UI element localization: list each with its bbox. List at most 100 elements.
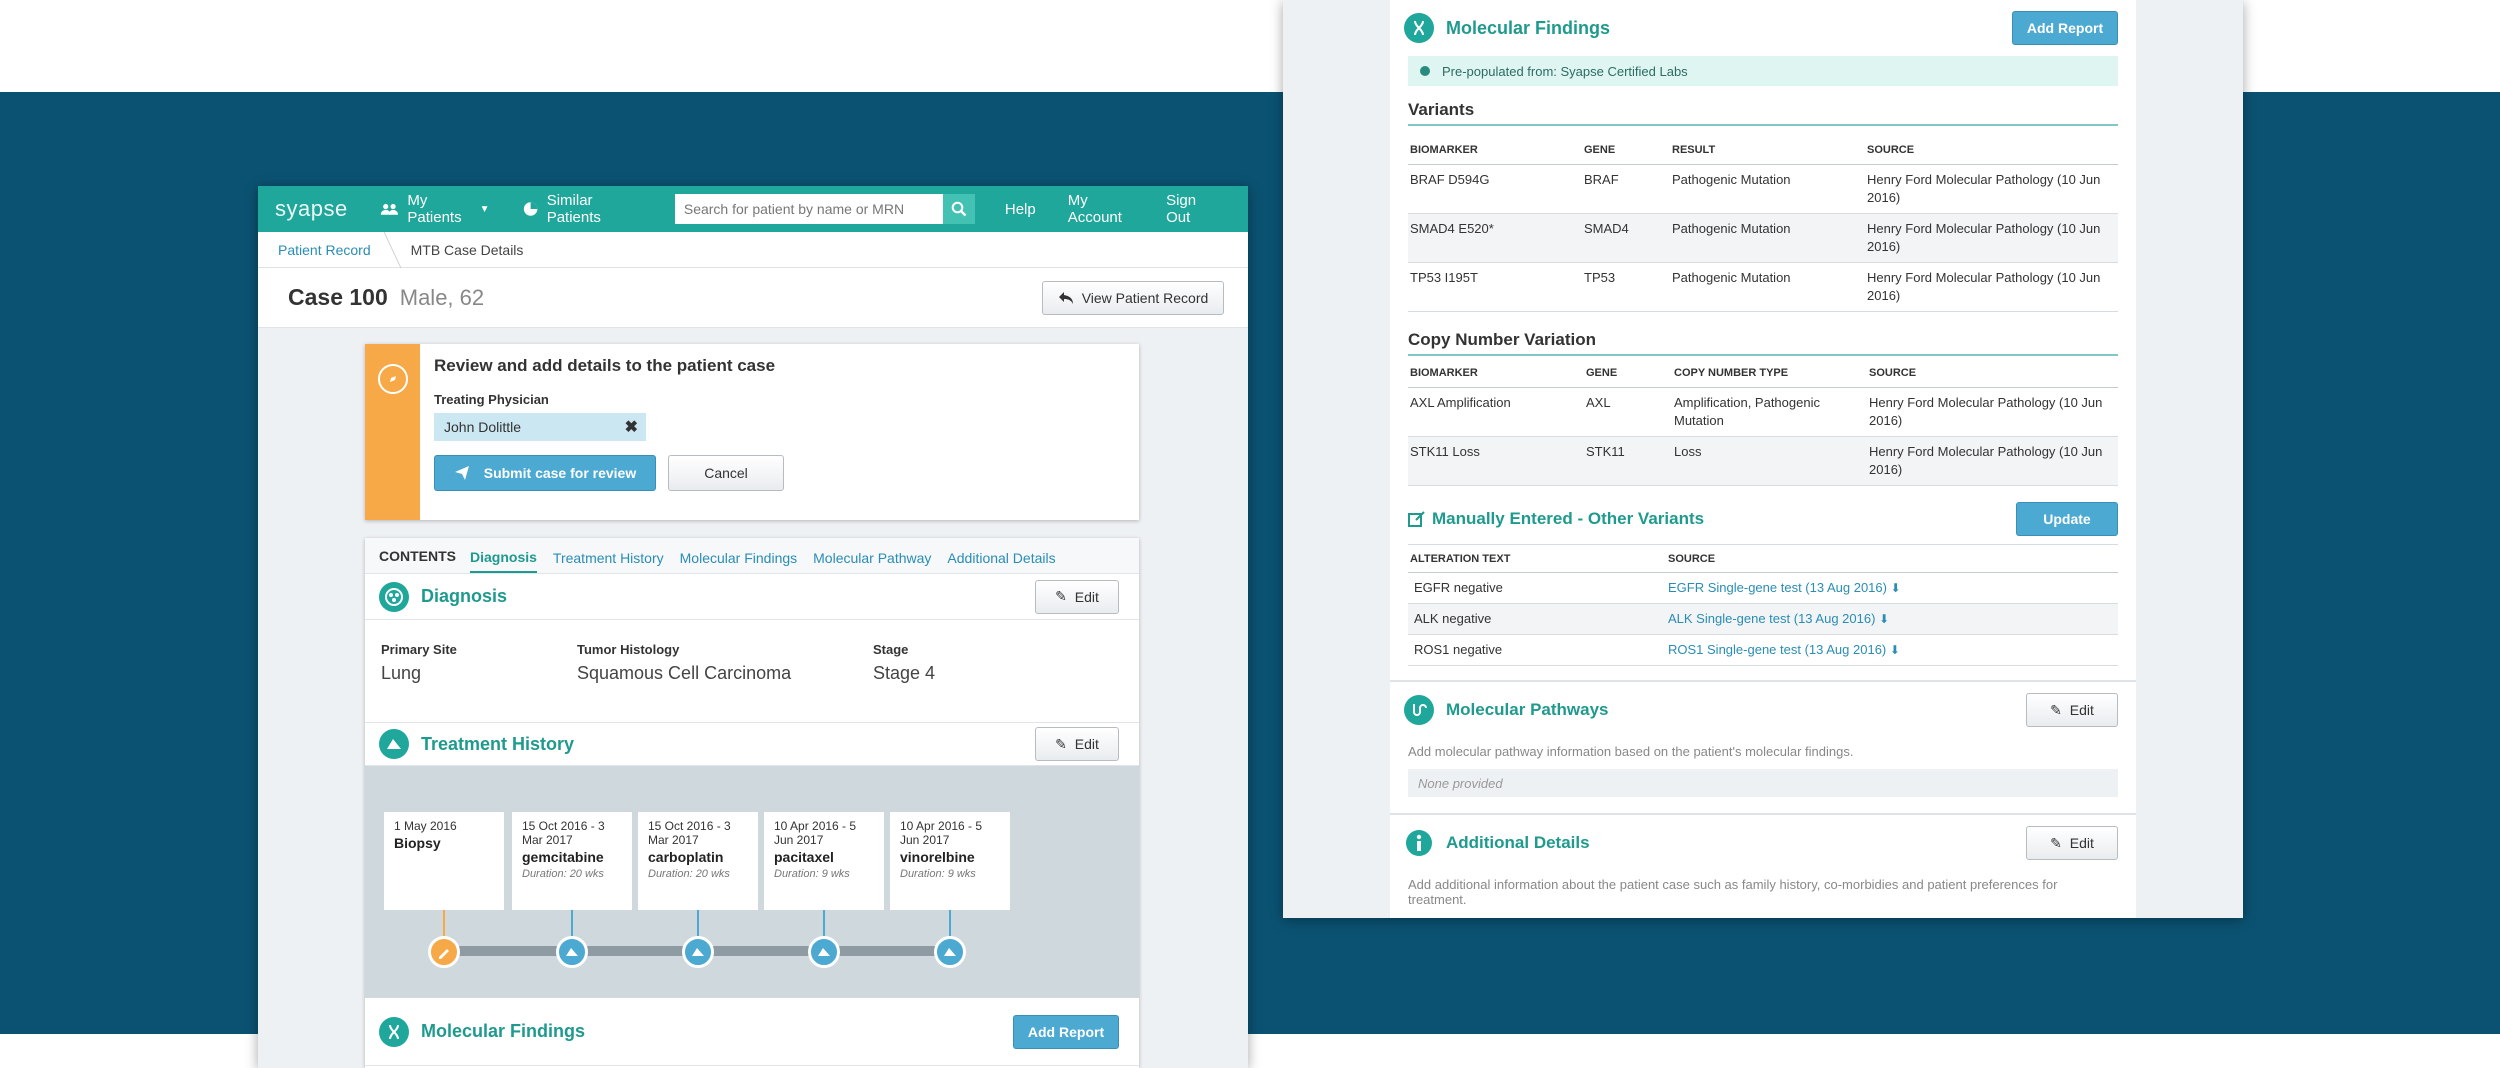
pathways-header: Molecular Pathways ✎ Edit [1390,682,2136,738]
table-row: AXL Amplification AXL Amplification, Pat… [1408,387,2118,437]
table-cell: SMAD4 E520* [1408,213,1582,263]
drug-node-icon[interactable] [934,936,966,968]
source-cell: ROS1 Single-gene test (13 Aug 2016) ⬇ [1666,634,2118,666]
source-link[interactable]: ALK Single-gene test (13 Aug 2016) [1668,611,1876,626]
biopsy-node-icon[interactable] [428,936,460,968]
timeline-card[interactable]: 15 Oct 2016 - 3 Mar 2017 gemcitabine Dur… [512,812,632,910]
review-stripe [365,344,420,520]
timeline-card[interactable]: 10 Apr 2016 - 5 Jun 2017 pacitaxel Durat… [764,812,884,910]
table-cell: TP53 [1582,262,1670,312]
tumor-histology: Tumor Histology Squamous Cell Carcinoma [577,642,873,722]
view-patient-record-button[interactable]: View Patient Record [1042,280,1224,315]
drug-node-icon[interactable] [808,936,840,968]
treating-physician-label: Treating Physician [434,392,549,407]
event-name: carboplatin [648,849,724,865]
variants-table: BIOMARKER GENE RESULT SOURCE BRAF D594G … [1408,136,2118,312]
diagnosis-edit-button[interactable]: ✎ Edit [1035,579,1119,614]
timeline-card[interactable]: 10 Apr 2016 - 5 Jun 2017 vinorelbine Dur… [890,812,1010,910]
pathways-edit-button[interactable]: ✎ Edit [2026,693,2118,727]
cnv-title: Copy Number Variation [1408,330,2118,356]
my-account-link[interactable]: My Account [1067,192,1122,226]
diagnosis-header: Diagnosis ✎ Edit [365,574,1139,620]
manual-variants-header: Manually Entered - Other Variants Update [1390,496,2136,542]
section-divider [1390,666,2136,682]
table-row: STK11 Loss STK11 Loss Henry Ford Molecul… [1408,436,2118,486]
table-cell: ALK negative [1408,603,1666,635]
dna-icon [379,1016,409,1047]
help-link[interactable]: Help [1004,200,1036,218]
edit-square-icon [1408,511,1425,527]
table-header-row: BIOMARKER GENE COPY NUMBER TYPE SOURCE [1408,359,2118,388]
chevron-down-icon: ▼ [479,203,490,215]
download-icon[interactable]: ⬇ [1879,612,1890,626]
additional-edit-button[interactable]: ✎ Edit [2026,826,2118,860]
update-label: Update [2043,511,2091,527]
table-cell: Henry Ford Molecular Pathology (10 Jun 2… [1865,213,2118,263]
column-header: BIOMARKER [1408,136,1582,165]
event-date: 15 Oct 2016 - 3 Mar 2017 [648,819,731,847]
table-cell: Henry Ford Molecular Pathology (10 Jun 2… [1867,387,2118,437]
event-duration: Duration: 9 wks [900,868,976,880]
table-cell: Loss [1672,436,1867,486]
source-cell: ALK Single-gene test (13 Aug 2016) ⬇ [1666,603,2118,635]
treatment-edit-button[interactable]: ✎ Edit [1035,727,1119,761]
case-title: Case 100 [288,284,388,310]
breadcrumb-patient-record[interactable]: Patient Record [258,232,387,268]
additional-header: Additional Details ✎ Edit [1390,815,2136,871]
add-report-button[interactable]: Add Report [2012,11,2118,45]
table-cell: AXL [1584,387,1672,437]
review-actions: Submit case for review Cancel [434,455,784,491]
column-header: SOURCE [1867,359,2118,388]
manual-variants-table: ALTERATION TEXT SOURCE EGFR negative EGF… [1408,544,2118,666]
contents-tabs: CONTENTS Diagnosis Treatment History Mol… [365,538,1139,574]
cells-icon [379,581,409,612]
table-cell: Amplification, Pathogenic Mutation [1672,387,1867,437]
submit-case-label: Submit case for review [483,465,637,481]
timeline-stem [697,910,699,938]
submit-case-button[interactable]: Submit case for review [434,455,656,491]
search-input[interactable] [674,194,943,224]
tab-molecular-findings[interactable]: Molecular Findings [679,549,798,566]
source-link[interactable]: EGFR Single-gene test (13 Aug 2016) [1668,580,1887,595]
additional-title: Additional Details [1446,833,1590,852]
tab-treatment-history[interactable]: Treatment History [552,549,664,566]
syapse-logo[interactable]: syapse [275,196,348,221]
cnv-table: BIOMARKER GENE COPY NUMBER TYPE SOURCE A… [1408,359,2118,486]
timeline-stem [949,910,951,938]
physician-chip: John Dolittle ✖ [434,413,646,441]
timeline-card[interactable]: 1 May 2016 Biopsy [384,812,504,910]
event-date: 15 Oct 2016 - 3 Mar 2017 [522,819,605,847]
timeline-card[interactable]: 15 Oct 2016 - 3 Mar 2017 carboplatin Dur… [638,812,758,910]
column-header: GENE [1584,359,1672,388]
source-cell: EGFR Single-gene test (13 Aug 2016) ⬇ [1666,572,2118,604]
update-button[interactable]: Update [2016,502,2118,536]
event-name: Biopsy [394,835,441,851]
download-icon[interactable]: ⬇ [1890,581,1901,595]
diagnosis-title: Diagnosis [421,586,508,606]
cancel-button[interactable]: Cancel [668,455,784,491]
field-value: Stage 4 [873,663,936,683]
drug-node-icon[interactable] [682,936,714,968]
similar-patients-link[interactable]: Similar Patients [523,192,634,226]
treatment-timeline: 1 May 2016 Biopsy 15 Oct 2016 - 3 Mar 20… [365,766,1139,998]
tab-molecular-pathway[interactable]: Molecular Pathway [813,549,932,566]
patient-summary: Male, 62 [399,284,485,310]
sign-out-link[interactable]: Sign Out [1166,192,1197,226]
remove-icon[interactable]: ✖ [624,419,638,436]
source-link[interactable]: ROS1 Single-gene test (13 Aug 2016) [1668,642,1887,657]
event-date: 10 Apr 2016 - 5 Jun 2017 [774,819,857,847]
my-patients-menu[interactable]: My Patients ▼ [380,192,490,226]
edit-label: Edit [1074,736,1099,752]
search-button[interactable] [942,194,975,224]
molecular-panel: Molecular Findings Add Report Pre-popula… [1390,0,2136,918]
variants-title: Variants [1408,100,2118,126]
add-report-button[interactable]: Add Report [1013,1014,1119,1049]
timeline-stem [571,910,573,938]
molecular-header: Molecular Findings Add Report [365,998,1139,1066]
download-icon[interactable]: ⬇ [1889,643,1900,657]
tab-additional-details[interactable]: Additional Details [947,549,1056,566]
pencil-icon: ✎ [1055,588,1067,604]
tab-diagnosis[interactable]: Diagnosis [470,539,537,573]
treatment-header: Treatment History ✎ Edit [365,722,1139,766]
drug-node-icon[interactable] [556,936,588,968]
